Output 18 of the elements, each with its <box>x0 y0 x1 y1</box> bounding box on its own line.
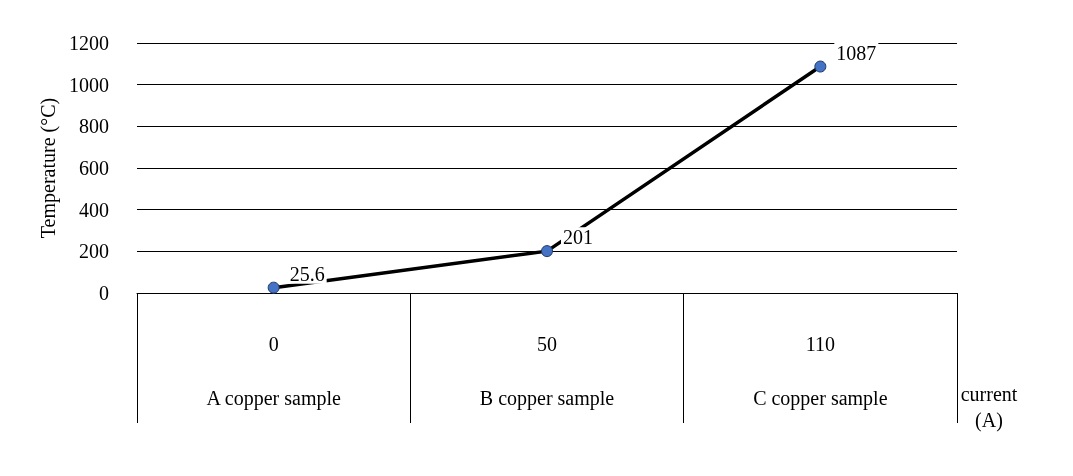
point <box>267 281 280 294</box>
y-tick-label: 600 <box>79 157 109 179</box>
category-label: 110 C copper sample <box>753 333 888 409</box>
y-axis-title: Temperature (°C) <box>37 97 61 239</box>
category-label: 0 A copper sample <box>206 333 341 409</box>
data-label: 1087 <box>836 41 877 64</box>
y-tick-label: 0 <box>99 282 109 304</box>
category-label: 50 B copper sample <box>479 333 615 409</box>
y-tick-label: 1200 <box>69 32 109 54</box>
y-tick-label: 200 <box>79 240 109 263</box>
x-axis-title: current (A) <box>960 383 1018 432</box>
y-tick-label: 800 <box>79 115 109 138</box>
data-label: 201 <box>563 226 593 249</box>
y-tick-label: 1000 <box>69 73 109 96</box>
point <box>814 60 827 73</box>
data-label: 25.6 <box>289 262 325 285</box>
point <box>541 245 553 258</box>
y-tick-label: 400 <box>79 198 109 221</box>
